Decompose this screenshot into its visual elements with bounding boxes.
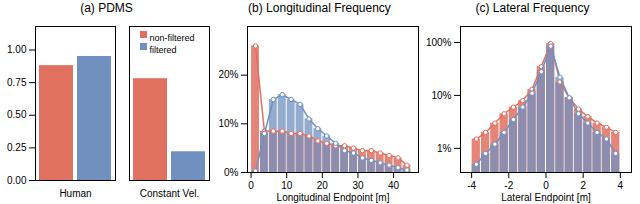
- svg-text:filtered: filtered: [150, 45, 177, 55]
- html-text:(c) Lateral Frequency: (c) Lateral Frequency: [475, 1, 590, 15]
- svg-text:Human: Human: [59, 188, 91, 199]
- html-text:(b) Longitudinal Frequency: (b) Longitudinal Frequency: [248, 1, 391, 15]
- svg-text:1%: 1%: [437, 143, 452, 154]
- svg-text:Lateral Endpoint [m]: Lateral Endpoint [m]: [501, 192, 591, 203]
- svg-text:non-filtered: non-filtered: [150, 33, 195, 43]
- svg-text:0%: 0%: [224, 167, 239, 178]
- svg-text:0: 0: [543, 180, 549, 191]
- svg-text:100%: 100%: [426, 37, 452, 48]
- svg-text:1.00: 1.00: [7, 44, 27, 55]
- svg-text:10: 10: [281, 180, 293, 191]
- svg-text:0.25: 0.25: [7, 142, 27, 153]
- svg-text:-4: -4: [467, 180, 476, 191]
- svg-text:20%: 20%: [218, 69, 238, 80]
- html-text:(a) PDMS: (a) PDMS: [80, 1, 133, 15]
- svg-text:10%: 10%: [431, 90, 451, 101]
- svg-text:10%: 10%: [218, 118, 238, 129]
- svg-text:20: 20: [317, 180, 329, 191]
- svg-text:2: 2: [580, 180, 586, 191]
- svg-text:0.00: 0.00: [7, 175, 27, 186]
- svg-text:0: 0: [248, 180, 254, 191]
- svg-text:40: 40: [388, 180, 400, 191]
- svg-text:0.50: 0.50: [7, 109, 27, 120]
- svg-text:Constant Vel.: Constant Vel.: [140, 188, 199, 199]
- svg-text:0.75: 0.75: [7, 77, 27, 88]
- svg-text:30: 30: [352, 180, 364, 191]
- svg-text:Longitudinal Endpoint [m]: Longitudinal Endpoint [m]: [277, 192, 390, 203]
- svg-text:-2: -2: [504, 180, 513, 191]
- svg-text:4: 4: [618, 180, 624, 191]
